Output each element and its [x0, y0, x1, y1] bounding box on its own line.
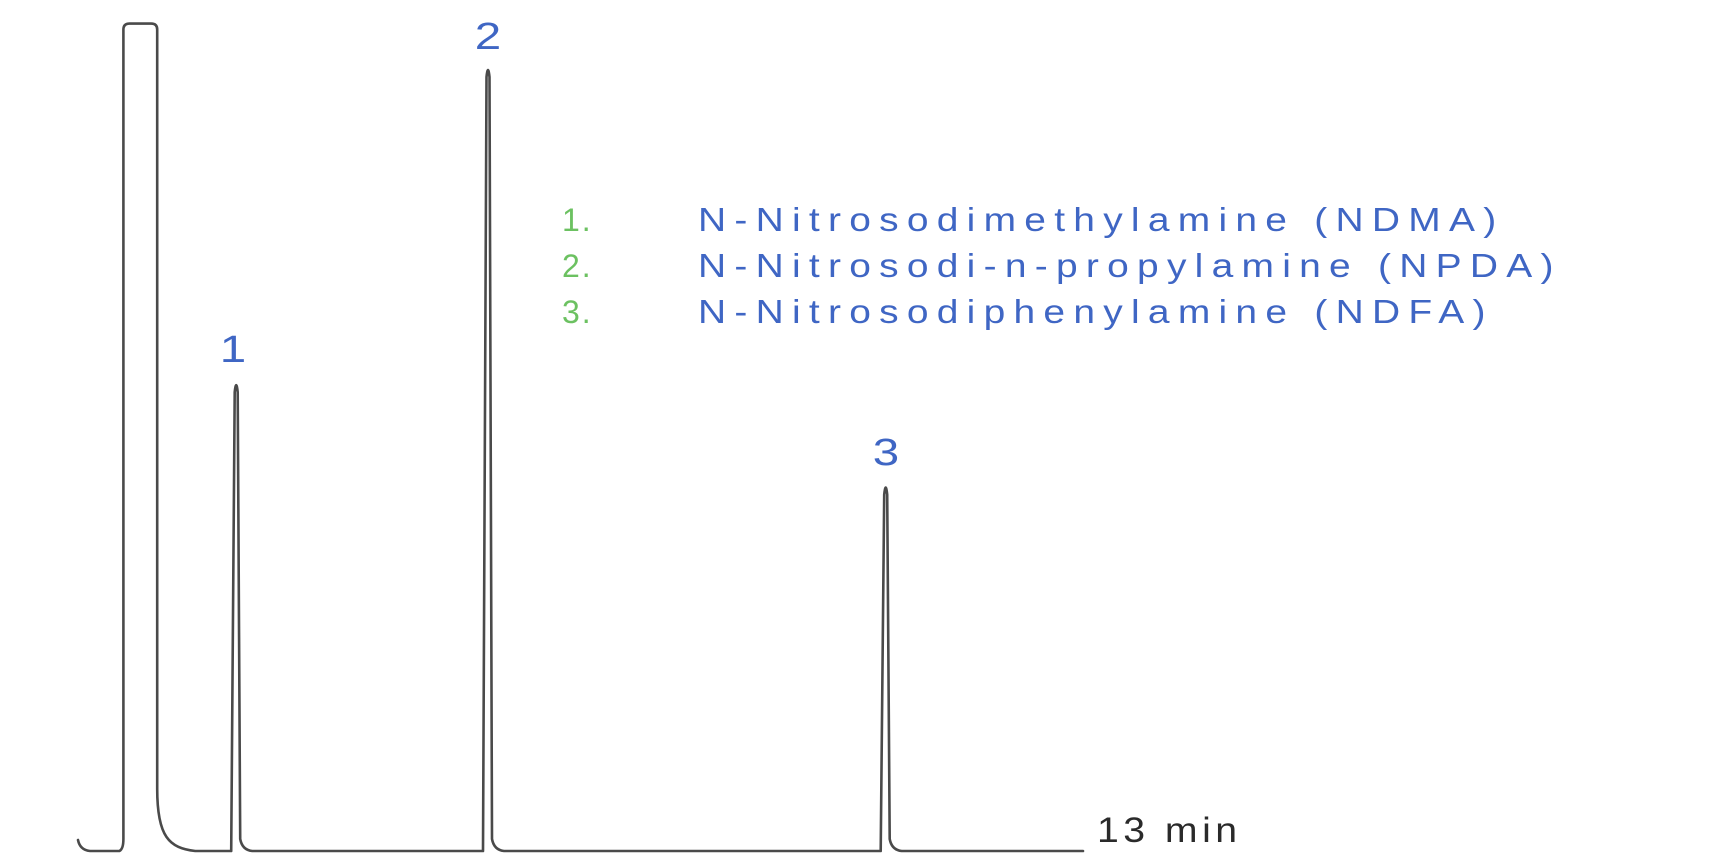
peak-label-2: 2 [474, 16, 502, 58]
legend-item-name: N-Nitrosodiphenylamine (NDFA) [698, 293, 1494, 330]
legend-item-number: 2. [562, 248, 593, 284]
legend-item-number: 1. [562, 202, 593, 238]
legend-item-name: N-Nitrosodimethylamine (NDMA) [698, 201, 1505, 238]
legend-item-number: 3. [562, 294, 593, 330]
peak-label-1: 1 [219, 329, 247, 371]
time-axis-label: 13 min [1097, 811, 1242, 850]
trace-path [76, 22, 1085, 853]
legend-item: 1. N-Nitrosodimethylamine (NDMA) [562, 200, 1496, 246]
legend-item: 3. N-Nitrosodiphenylamine (NDFA) [562, 292, 1485, 338]
legend-item: 2. N-Nitrosodi-n-propylamine (NPDA) [562, 246, 1553, 292]
legend: 1. N-Nitrosodimethylamine (NDMA) 2. N-Ni… [562, 200, 1553, 338]
legend-item-name: N-Nitrosodi-n-propylamine (NPDA) [698, 247, 1562, 284]
peak-label-3: 3 [872, 432, 900, 474]
